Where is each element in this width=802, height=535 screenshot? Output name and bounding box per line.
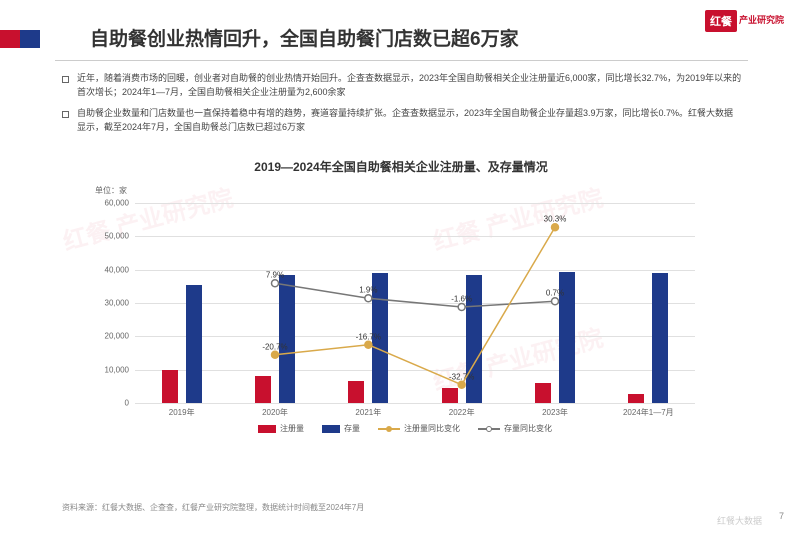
x-label: 2020年 (228, 407, 321, 418)
legend-label: 注册量 (280, 423, 304, 434)
bullet-item: 自助餐企业数量和门店数量也一直保持着稳中有增的趋势，赛道容量持续扩张。企查查数据… (62, 107, 742, 134)
chart-title: 2019—2024年全国自助餐相关企业注册量、及存量情况 (0, 158, 802, 175)
x-label: 2023年 (508, 407, 601, 418)
chart-area: 单位：家 010,00020,00030,00040,00050,00060,0… (95, 185, 715, 445)
x-label: 2021年 (322, 407, 415, 418)
bullet-text: 自助餐企业数量和门店数量也一直保持着稳中有增的趋势，赛道容量持续扩张。企查查数据… (77, 107, 742, 134)
page-title: 自助餐创业热情回升，全国自助餐门店数已超6万家 (90, 24, 519, 51)
line-series (135, 203, 695, 403)
legend-line (478, 428, 500, 430)
legend-item: 注册量 (258, 423, 304, 434)
legend-label: 注册量同比变化 (404, 423, 460, 434)
source-note: 资料来源：红餐大数据、企查查，红餐产业研究院整理，数据统计时间截至2024年7月 (62, 502, 364, 513)
legend-label: 存量 (344, 423, 360, 434)
legend-label: 存量同比变化 (504, 423, 552, 434)
logo-badge: 红餐 (705, 10, 737, 32)
footer-logo: 红餐大数据 (717, 514, 762, 527)
bullet-marker (62, 111, 69, 118)
brand-logo: 红餐 产业研究院 (705, 10, 784, 32)
plot-area: 2019年2020年2021年2022年2023年2024年1—7月7.9%1.… (135, 203, 695, 403)
bullet-text: 近年，随着消费市场的回暖，创业者对自助餐的创业热情开始回升。企查查数据显示，20… (77, 72, 742, 99)
x-label: 2019年 (135, 407, 228, 418)
x-label: 2024年1—7月 (602, 407, 695, 418)
legend-swatch (322, 425, 340, 433)
chart-unit: 单位：家 (95, 185, 127, 196)
page-number: 7 (779, 511, 784, 521)
bullet-marker (62, 76, 69, 83)
legend-swatch (258, 425, 276, 433)
x-label: 2022年 (415, 407, 508, 418)
legend-item: 存量 (322, 423, 360, 434)
legend-line (378, 428, 400, 430)
logo-text: 产业研究院 (739, 16, 784, 26)
corner-accent (0, 30, 40, 48)
legend-item: 注册量同比变化 (378, 423, 460, 434)
legend-item: 存量同比变化 (478, 423, 552, 434)
y-axis: 010,00020,00030,00040,00050,00060,000 (95, 203, 133, 403)
title-divider (55, 60, 748, 61)
bullet-item: 近年，随着消费市场的回暖，创业者对自助餐的创业热情开始回升。企查查数据显示，20… (62, 72, 742, 99)
chart-legend: 注册量 存量 注册量同比变化 存量同比变化 (95, 423, 715, 434)
bullet-list: 近年，随着消费市场的回暖，创业者对自助餐的创业热情开始回升。企查查数据显示，20… (62, 72, 742, 142)
